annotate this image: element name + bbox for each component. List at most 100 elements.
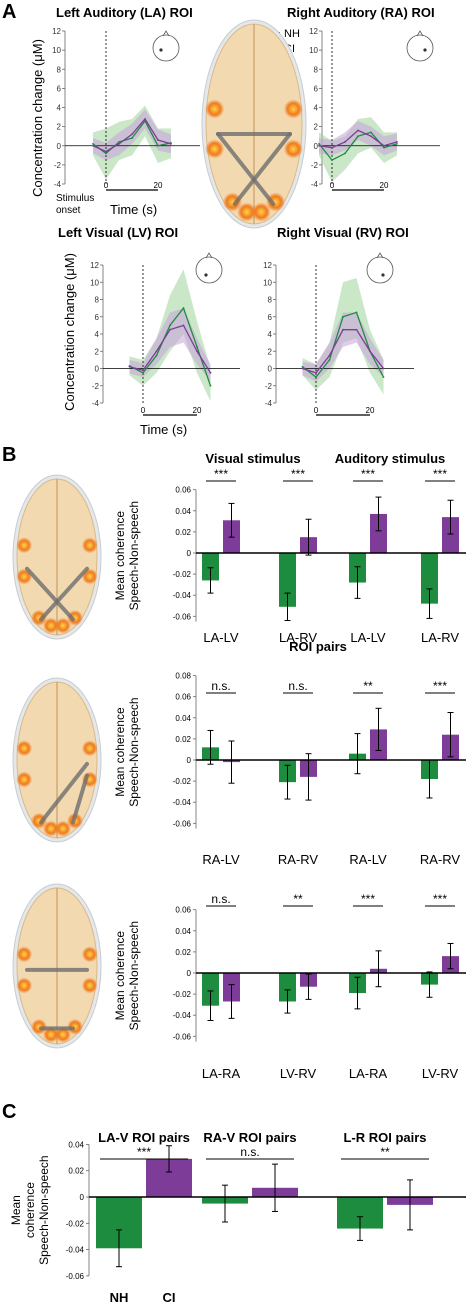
y-tick-label: 4 — [314, 104, 319, 113]
y-tick-label: -0.06 — [173, 612, 192, 621]
data-point — [142, 369, 144, 372]
y-tick-label: -2 — [311, 161, 319, 170]
y-axis-label: coherence — [23, 1182, 37, 1238]
data-point — [182, 324, 185, 327]
data-point — [131, 137, 133, 140]
brain-render-icon — [12, 883, 102, 1049]
roi-pairs-label: ROI pairs — [289, 639, 347, 654]
y-axis-label: Speech-Non-speech — [37, 1155, 51, 1264]
y-tick-label: 2 — [314, 123, 319, 132]
data-point — [105, 152, 107, 155]
data-point — [196, 350, 198, 353]
y-tick-label: 0.06 — [175, 693, 191, 702]
y-tick-label: 4 — [57, 104, 62, 113]
y-tick-label: 0 — [187, 969, 192, 978]
data-point — [315, 376, 317, 379]
significance-marker: *** — [433, 679, 447, 693]
data-point — [318, 142, 320, 145]
data-point — [383, 146, 385, 149]
y-tick-label: -4 — [54, 180, 62, 189]
y-tick-label: -0.04 — [173, 591, 192, 600]
y-tick-label: 12 — [90, 261, 99, 270]
y-tick-label: 0.02 — [175, 528, 191, 537]
data-point — [382, 367, 385, 370]
activation-hotspot — [237, 202, 257, 222]
nh-bar — [202, 973, 219, 1006]
y-tick-label: 10 — [309, 46, 318, 55]
y-tick-label: 6 — [314, 84, 319, 93]
head-sensor-icon — [195, 252, 223, 284]
data-point — [169, 324, 171, 327]
activation-hotspot — [43, 1026, 59, 1043]
panel-label-c: C — [2, 1101, 16, 1123]
y-tick-label: -4 — [265, 399, 273, 408]
y-tick-label: 12 — [309, 27, 318, 36]
y-tick-label: 8 — [314, 65, 319, 74]
significance-marker: n.s. — [211, 679, 230, 693]
y-tick-label: -0.02 — [173, 990, 192, 999]
x-tick-label: 0 — [314, 406, 319, 415]
y-axis-label: Speech-Non-speech — [127, 921, 141, 1030]
y-tick-label: -2 — [92, 382, 100, 391]
y-axis-label: Mean coherence — [113, 707, 127, 797]
brain-render-icon — [12, 474, 102, 640]
significance-marker: *** — [214, 467, 228, 481]
data-point — [128, 365, 131, 368]
y-tick-label: 0 — [57, 142, 62, 151]
y-tick-label: 4 — [95, 330, 100, 339]
x-tick-label: 20 — [366, 406, 375, 415]
data-point — [169, 328, 171, 331]
y-tick-label: 8 — [57, 65, 62, 74]
brain-render-icon — [12, 677, 102, 843]
x-tick-label: 20 — [380, 181, 389, 190]
y-tick-label: 6 — [57, 84, 62, 93]
sensor-dot — [159, 48, 163, 52]
activation-hotspot — [55, 1026, 71, 1043]
data-point — [92, 142, 94, 145]
y-tick-label: -0.06 — [66, 1272, 85, 1281]
y-tick-label: 6 — [95, 313, 100, 322]
y-tick-label: 0 — [314, 142, 319, 151]
ci-confidence-band — [319, 120, 397, 156]
y-tick-label: 0 — [187, 756, 192, 765]
data-point — [344, 141, 346, 143]
head-outline — [366, 256, 394, 284]
x-tick-label: 20 — [154, 181, 163, 190]
data-point — [331, 159, 333, 161]
panel-label-a: A — [2, 1, 16, 23]
head-nose — [416, 30, 424, 37]
category-label: RA-RV — [420, 852, 461, 867]
activation-hotspot — [16, 771, 33, 788]
activation-hotspot — [283, 99, 303, 119]
ylabel-a-top: Concentration change (μM) — [30, 39, 45, 197]
y-tick-label: 0 — [187, 549, 192, 558]
data-point — [118, 142, 120, 145]
y-axis-label: Mean coherence — [113, 511, 127, 601]
activation-hotspot — [222, 192, 242, 212]
activation-hotspot — [31, 1018, 47, 1035]
y-tick-label: 10 — [263, 278, 272, 287]
significance-marker: ** — [363, 679, 373, 693]
activation-hotspot — [81, 537, 98, 554]
y-tick-label: -0.02 — [66, 1219, 85, 1228]
activation-hotspot — [43, 617, 59, 634]
sensor-dot — [381, 273, 385, 277]
significance-marker: *** — [433, 892, 447, 906]
category-label: RA-LV — [202, 852, 240, 867]
panel-label-b: B — [2, 444, 16, 466]
sensor-dot — [204, 273, 208, 277]
y-tick-label: 10 — [90, 278, 99, 287]
data-point — [370, 135, 372, 138]
data-point — [105, 150, 107, 153]
significance-marker: ** — [293, 892, 303, 906]
category-label: RA-LV — [349, 852, 387, 867]
category-label: LV-RV — [280, 1066, 317, 1081]
header-visual-stimulus: Visual stimulus — [205, 451, 300, 466]
data-point — [209, 371, 212, 374]
data-point — [396, 141, 398, 143]
activation-hotspot — [81, 740, 98, 757]
y-tick-label: -2 — [265, 382, 273, 391]
nh-bar — [421, 553, 438, 604]
data-point — [318, 144, 320, 147]
